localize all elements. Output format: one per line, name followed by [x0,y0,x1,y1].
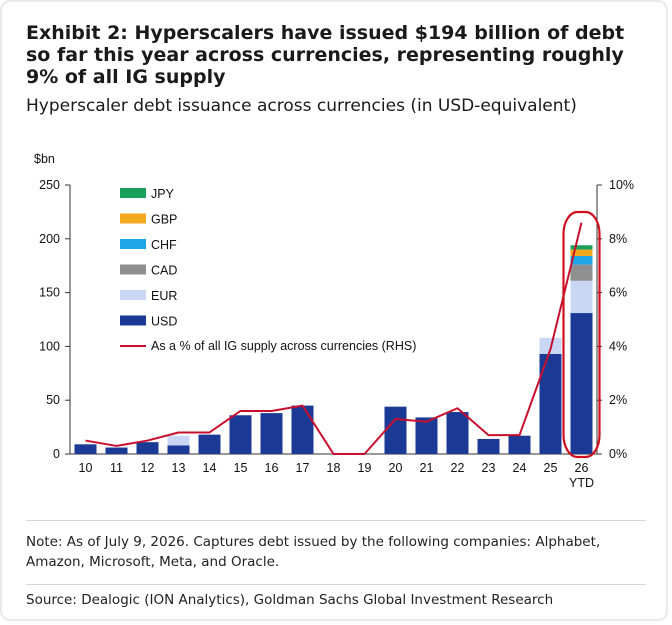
legend-swatch-chf [120,239,146,249]
x-tick-sublabel: YTD [569,476,594,490]
chart-legend: JPY GBP CHF CAD EUR USD As a % of all IG suppl… [120,187,416,353]
bar-usd [384,406,407,454]
x-tick-label: 13 [172,461,186,475]
highlight-outline [562,210,601,459]
bar-usd [477,438,500,454]
legend-swatch-jpy [120,188,146,198]
y2-tick-label: 10% [609,178,634,192]
legend-label-eur: EUR [151,289,177,303]
bar-usd [291,405,314,454]
bar-eur [167,435,190,446]
y-tick-label: 200 [39,232,60,246]
note-divider [26,520,646,521]
x-tick-label: 15 [234,461,248,475]
legend-label-line: As a % of all IG supply across currencie… [151,339,416,353]
y2-tick-label: 2% [609,393,627,407]
debt-issuance-chart: $bn 0 50 100 150 200 250 0% 2% 4% 6% 8% 10% 10 11 12 13 1… [34,152,634,490]
bar-chf [570,256,593,265]
y-tick-label: 250 [39,178,60,192]
bar-usd [539,353,562,454]
bar-usd [570,313,593,454]
x-tick-label: 14 [203,461,217,475]
chart-source: Source: Dealogic (ION Analytics), Goldma… [26,592,554,608]
y2-tick-label: 6% [609,286,627,300]
y2-tick-label: 8% [609,232,627,246]
bar-usd [198,434,221,454]
legend-swatch-gbp [120,213,146,224]
source-divider [26,584,646,585]
x-tick-label: 12 [141,461,155,475]
chart-subtitle: Hyperscaler debt issuance across currenc… [26,96,577,116]
legend-label-jpy: JPY [151,187,175,201]
legend-label-gbp: GBP [151,213,177,227]
x-tick-label: 17 [296,461,310,475]
bar-group [74,245,593,454]
bar-usd [415,417,438,454]
bar-jpy [570,245,593,250]
bar-eur [570,280,593,314]
y-tick-label: 50 [46,393,60,407]
y2-tick-label: 4% [609,339,627,353]
bar-usd [446,412,469,454]
y-axis-unit-label: $bn [34,152,55,166]
chart-note: Note: As of July 9, 2026. Captures debt … [26,534,601,570]
legend-label-chf: CHF [151,238,177,252]
chart-title: Exhibit 2: Hyperscalers have issued $194… [26,22,625,88]
line-group [85,222,583,455]
y-tick-label: 150 [39,286,60,300]
y-tick-label: 100 [39,339,60,353]
y2-tick-label: 0% [609,447,627,461]
x-tick-label: 19 [358,461,372,475]
legend-label-cad: CAD [151,264,177,278]
bar-gbp [570,249,593,257]
legend-swatch-usd [120,315,146,326]
x-tick-label: 10 [79,461,93,475]
x-tick-label: 23 [482,461,496,475]
x-tick-label: 22 [451,461,465,475]
x-tick-label: 16 [265,461,279,475]
x-tick-label: 21 [420,461,434,475]
bar-usd [229,415,252,454]
bar-usd [105,447,128,454]
legend-swatch-eur [120,290,146,300]
bar-usd [74,444,97,454]
y-tick-label: 0 [53,447,60,461]
legend-swatch-cad [120,264,146,275]
bar-usd [260,413,283,454]
x-tick-label: 24 [513,461,527,475]
bar-cad [570,264,593,281]
chart-axes: $bn 0 50 100 150 200 250 0% 2% 4% 6% 8% 10% 10 11 12 13 1… [34,152,634,490]
ig-share-line [85,222,583,455]
highlight-group [562,210,601,459]
legend-label-usd: USD [151,315,177,329]
bar-usd [136,442,159,454]
x-tick-label: 18 [327,461,341,475]
x-tick-label: 26 [575,461,589,475]
x-tick-label: 25 [544,461,558,475]
x-tick-label: 20 [389,461,403,475]
x-tick-label: 11 [110,461,123,475]
bar-usd [508,435,531,454]
bar-usd [167,445,190,454]
